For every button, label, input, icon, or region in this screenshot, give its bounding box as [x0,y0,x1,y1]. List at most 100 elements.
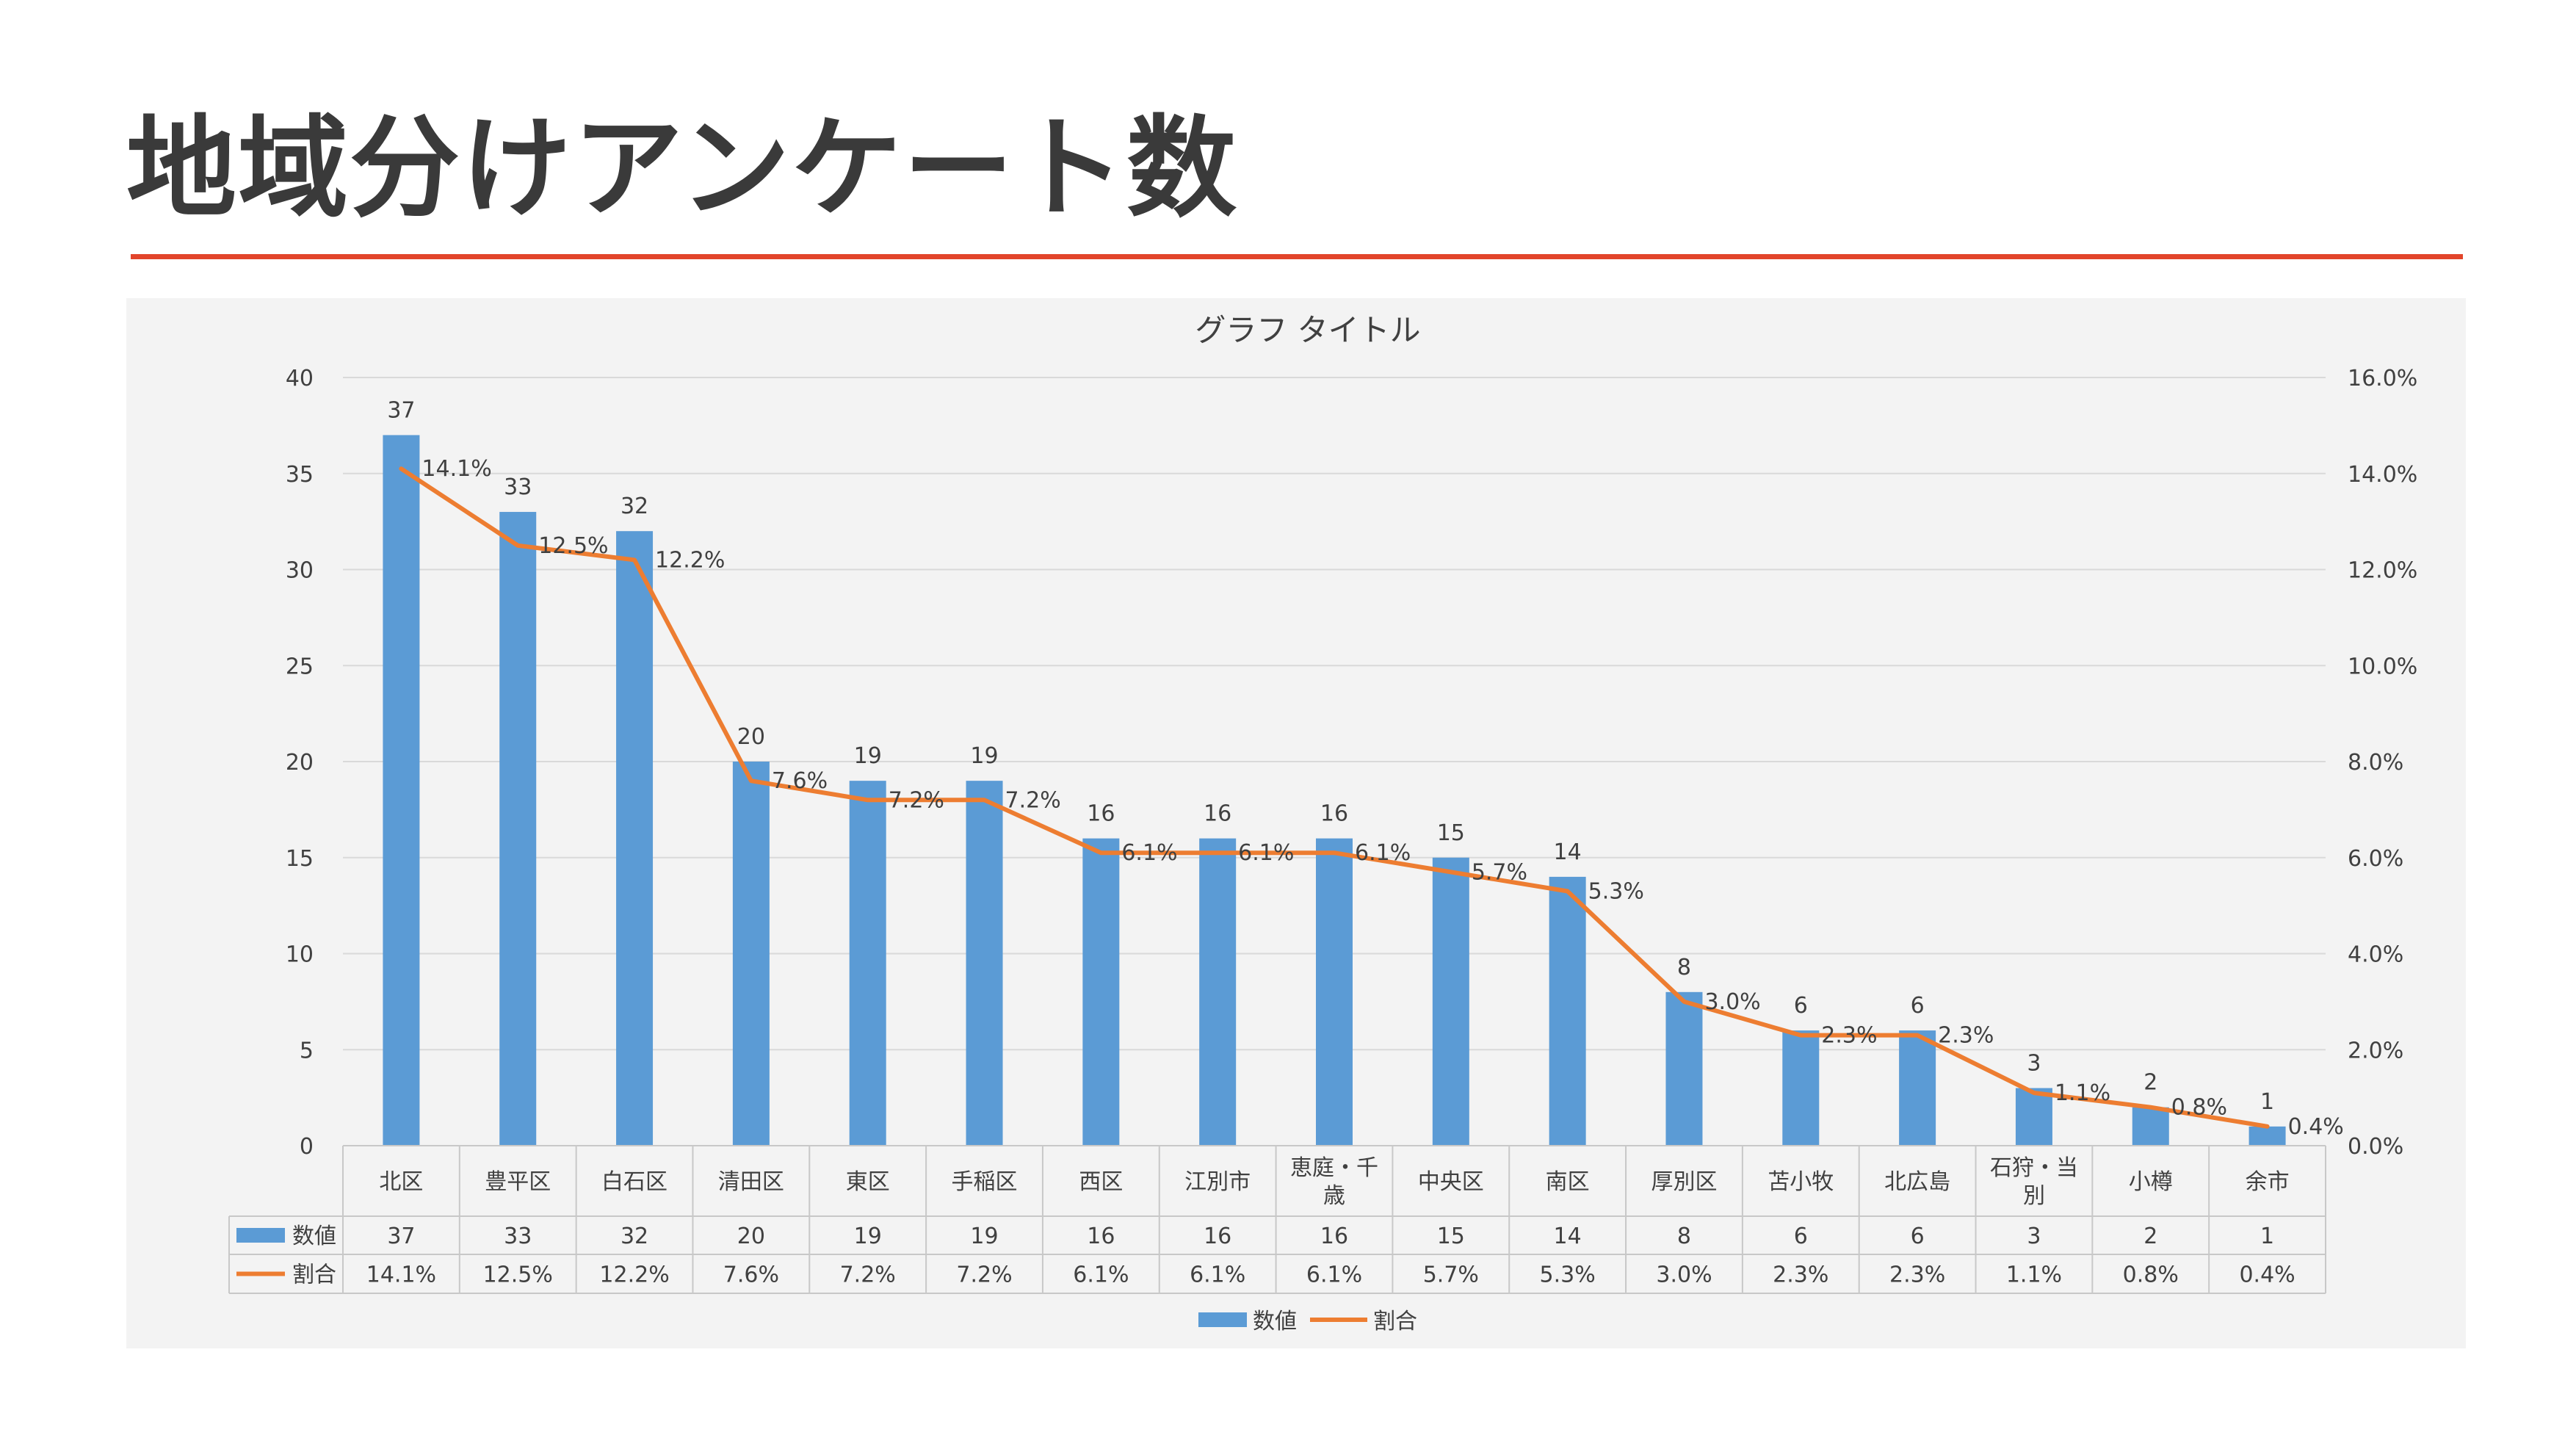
table-cell-ratio: 5.3% [1540,1262,1596,1288]
bar-value-label: 33 [504,474,532,500]
bar [2015,1088,2052,1146]
bar-value-label: 14 [1554,839,1582,865]
table-cell-count: 16 [1087,1224,1115,1249]
line-value-label: 6.1% [1355,840,1411,866]
line-value-label: 5.7% [1472,859,1527,885]
category-label: 余市 [2246,1169,2290,1195]
right-tick-label: 0.0% [2348,1134,2403,1160]
row-header-count: 数値 [292,1224,336,1249]
line-value-label: 7.2% [1005,787,1061,813]
combo-chart: グラフ タイトル 0 5 10 15 20 25 30 35 40 0.0% 2.0% 4.0% 6.… [228,312,2417,1334]
right-tick-label: 2.0% [2348,1038,2403,1063]
legend-label-count: 数値 [1253,1309,1297,1334]
table-cell-count: 16 [1320,1224,1348,1249]
bar-value-label: 6 [1794,993,1808,1019]
table-cell-count: 20 [737,1224,765,1249]
bar [1082,838,1120,1146]
line-value-label: 6.1% [1121,840,1177,866]
category-label: 西区 [1079,1169,1123,1195]
table-cell-ratio: 3.0% [1656,1262,1712,1288]
bar-value-label: 20 [737,724,765,750]
line-value-label: 2.3% [1938,1023,1994,1049]
left-tick-label: 25 [286,654,314,679]
bar-value-label: 15 [1437,820,1465,846]
left-tick-label: 5 [300,1038,314,1063]
table-cell-ratio: 7.2% [840,1262,896,1288]
table-cell-ratio: 14.1% [366,1262,436,1288]
right-tick-label: 8.0% [2348,750,2403,776]
category-label: 江別市 [1184,1169,1251,1195]
bar-value-label: 1 [2260,1089,2274,1115]
bar-value-label: 32 [621,494,648,519]
bar [1665,991,1703,1146]
line-value-label: 0.8% [2171,1095,2227,1121]
bar [1782,1030,1820,1146]
category-label: 南区 [1546,1169,1590,1195]
bar [1199,838,1237,1146]
bar [616,531,654,1146]
bar [1316,838,1353,1146]
bar-series [383,435,2286,1146]
table-cell-ratio: 6.1% [1306,1262,1362,1288]
bar [2132,1107,2169,1146]
left-tick-label: 15 [286,846,314,872]
line-value-label: 7.6% [772,768,828,794]
gridlines [343,377,2326,1146]
category-label: 豊平区 [485,1169,551,1195]
table-cell-ratio: 5.7% [1423,1262,1479,1288]
line-value-label: 14.1% [422,456,491,482]
right-tick-label: 4.0% [2348,942,2403,968]
table-cell-ratio: 1.1% [2006,1262,2062,1288]
line-value-label: 12.5% [538,533,608,559]
right-tick-label: 12.0% [2348,558,2417,584]
bar-value-label: 19 [854,743,882,769]
category-label: 白石区 [601,1169,667,1195]
category-label: 小樽 [2129,1169,2173,1195]
left-tick-label: 35 [286,462,314,488]
bar-value-label: 16 [1320,801,1348,827]
bar-value-label: 16 [1087,801,1115,827]
table-cell-count: 8 [1677,1224,1691,1249]
category-label: 中央区 [1418,1169,1484,1195]
table-cell-count: 19 [854,1224,882,1249]
bar [1549,876,1586,1146]
bar-value-label: 3 [2027,1051,2041,1077]
left-tick-label: 40 [286,366,314,391]
table-cell-count: 16 [1204,1224,1231,1249]
table-cell-ratio: 2.3% [1773,1262,1828,1288]
chart-title: グラフ タイトル [1195,312,1420,348]
line-value-label: 5.3% [1588,879,1644,905]
table-cell-count: 1 [2260,1224,2274,1249]
table-cell-count: 2 [2143,1224,2157,1249]
table-cell-ratio: 7.2% [956,1262,1012,1288]
bar-value-label: 37 [387,397,415,423]
bar [1432,857,1469,1146]
category-label: 別 [2023,1183,2045,1209]
table-cell-count: 14 [1554,1224,1582,1249]
category-label: 恵庭・千 [1290,1155,1378,1181]
right-axis: 0.0% 2.0% 4.0% 6.0% 8.0% 10.0% 12.0% 14.0% 16.0% [2348,366,2417,1160]
bar [383,435,420,1146]
table-cell-ratio: 0.4% [2239,1262,2295,1288]
table-cell-ratio: 12.5% [483,1262,553,1288]
table-cell-count: 33 [504,1224,532,1249]
bar-value-label: 8 [1677,955,1691,980]
category-label: 石狩・当 [1990,1155,2078,1181]
bar [1899,1030,1936,1146]
table-cell-count: 6 [1794,1224,1808,1249]
table-cell-ratio: 6.1% [1073,1262,1129,1288]
legend-label-ratio: 割合 [1373,1309,1417,1334]
left-tick-label: 20 [286,750,314,776]
left-tick-label: 10 [286,942,314,968]
left-axis: 0 5 10 15 20 25 30 35 40 [286,366,314,1160]
category-label: 清田区 [718,1169,784,1195]
table-cell-ratio: 2.3% [1889,1262,1945,1288]
legend-key-bar [1198,1312,1247,1327]
table-cell-ratio: 12.2% [599,1262,669,1288]
category-label: 厚別区 [1651,1169,1717,1195]
slide-title: 地域分けアンケート数 [126,105,1239,233]
category-label: 苫小牧 [1768,1169,1834,1195]
title-divider [131,254,2463,259]
category-label: 歳 [1323,1183,1345,1209]
